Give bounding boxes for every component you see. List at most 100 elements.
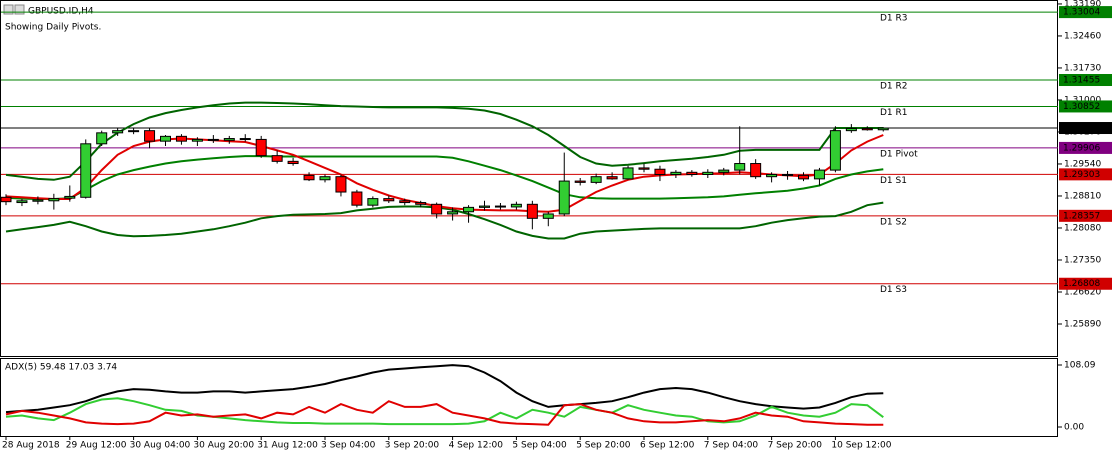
chart-icon [3,4,25,15]
y-tick-label: 1.29540 [1064,159,1101,169]
candle-body [702,171,714,175]
candle-body [128,130,140,133]
x-tick-label: 5 Sep 04:00 [512,441,567,451]
x-tick-label: 30 Aug 04:00 [130,441,191,451]
candle-body [766,173,778,178]
candle-body [80,143,92,198]
x-tick-label: 31 Aug 12:00 [257,441,318,451]
candle-body [32,199,44,202]
pivot-price-box [1059,100,1112,113]
current-price-label: 1.30360 [1063,124,1100,134]
pivot-label: D1 R3 [880,14,908,24]
candle-body [287,160,299,165]
pivot-price-box [1059,168,1112,181]
pivot-label: D1 S3 [880,285,907,295]
candle-body [255,138,267,157]
x-tick-label: 29 Aug 12:00 [66,441,127,451]
x-tick-label: 28 Aug 2018 [2,441,60,451]
candle-body [0,196,12,203]
pivot-price-box [1059,6,1112,19]
pivot-label: D1 R1 [880,108,908,118]
candle-body [463,206,475,213]
pivot-price-box [1059,209,1112,222]
y-tick-label: 1.25890 [1064,319,1101,329]
candle-body [686,171,698,175]
candle-body [622,167,634,180]
y-tick-label: 1.26620 [1064,287,1101,297]
candle-body [494,205,506,208]
pivot-label: D1 S2 [880,217,907,227]
candle-body [175,135,187,142]
candle-body [734,163,746,171]
pivot-price-label: 1.29906 [1063,143,1100,153]
candle-body [606,176,618,180]
x-tick-label: 30 Aug 20:00 [193,441,254,451]
y-tick-label: 1.31730 [1064,63,1101,73]
candle-body [558,180,570,215]
candle-body [654,168,666,175]
candle-body [845,127,857,132]
x-tick-label: 7 Sep 04:00 [704,441,759,451]
y-tick-label: 1.27350 [1064,255,1101,265]
candle-body [303,174,315,181]
x-tick-label: 10 Sep 12:00 [831,441,891,451]
x-tick-label: 7 Sep 20:00 [768,441,823,451]
pivot-label: D1 Pivot [880,149,918,159]
pivot-price-label: 1.28357 [1063,211,1100,221]
candle-body [861,127,873,131]
y-tick-label: 1.28810 [1064,191,1101,201]
candle-body [191,138,203,142]
candle-body [798,174,809,180]
candle-body [112,130,124,134]
candle-body [367,198,379,206]
candle-body [415,202,427,205]
candle-body [447,211,459,215]
candle-body [479,205,490,208]
candle-body [590,176,602,183]
candle-body [782,173,794,176]
candle-body [383,198,395,202]
candle-body [351,191,363,206]
candle-body [510,203,522,208]
candle-body [96,132,108,145]
indicator-line [5,101,884,181]
candle-body [574,180,586,183]
price-panel [0,0,1058,357]
candle-body [718,169,730,173]
candle-body [48,198,60,202]
pivot-price-label: 1.26808 [1063,279,1100,289]
candle-body [431,203,443,215]
candle-body [239,138,251,141]
candle-body [64,195,76,199]
candle-body [319,176,331,181]
indicator-line [5,155,884,200]
current-price-box [1059,122,1112,135]
candle-body [144,130,156,142]
candle-body [160,135,171,142]
y-tick-label: 0.00 [1064,422,1084,432]
candle-body [638,167,650,170]
x-tick-label: 3 Sep 20:00 [385,441,440,451]
candle-body [271,155,283,162]
pivot-price-label: 1.29303 [1063,170,1100,180]
x-tick-label: 3 Sep 04:00 [321,441,376,451]
chart-subtitle: Showing Daily Pivots. [5,23,101,33]
y-tick-label: 1.32460 [1064,31,1101,41]
indicator-line [5,397,884,426]
candle-body [335,176,347,193]
y-tick-label: 108.09 [1064,361,1096,371]
candle-body [207,138,219,141]
pivot-price-box [1059,141,1112,154]
indicator-line [5,201,884,240]
y-tick-label: 1.33190 [1064,0,1101,9]
candle-body [750,163,762,178]
indicator-line [5,364,884,414]
candle-body [813,169,825,180]
pivot-price-box [1059,277,1112,290]
pivot-label: D1 R2 [880,82,908,92]
x-tick-label: 4 Sep 12:00 [449,441,504,451]
adx-title: ADX(5) 59.48 17.03 3.74 [5,363,117,373]
pivot-price-label: 1.30852 [1063,102,1100,112]
chart-title: GBPUSD.ID,H4 [28,7,94,17]
